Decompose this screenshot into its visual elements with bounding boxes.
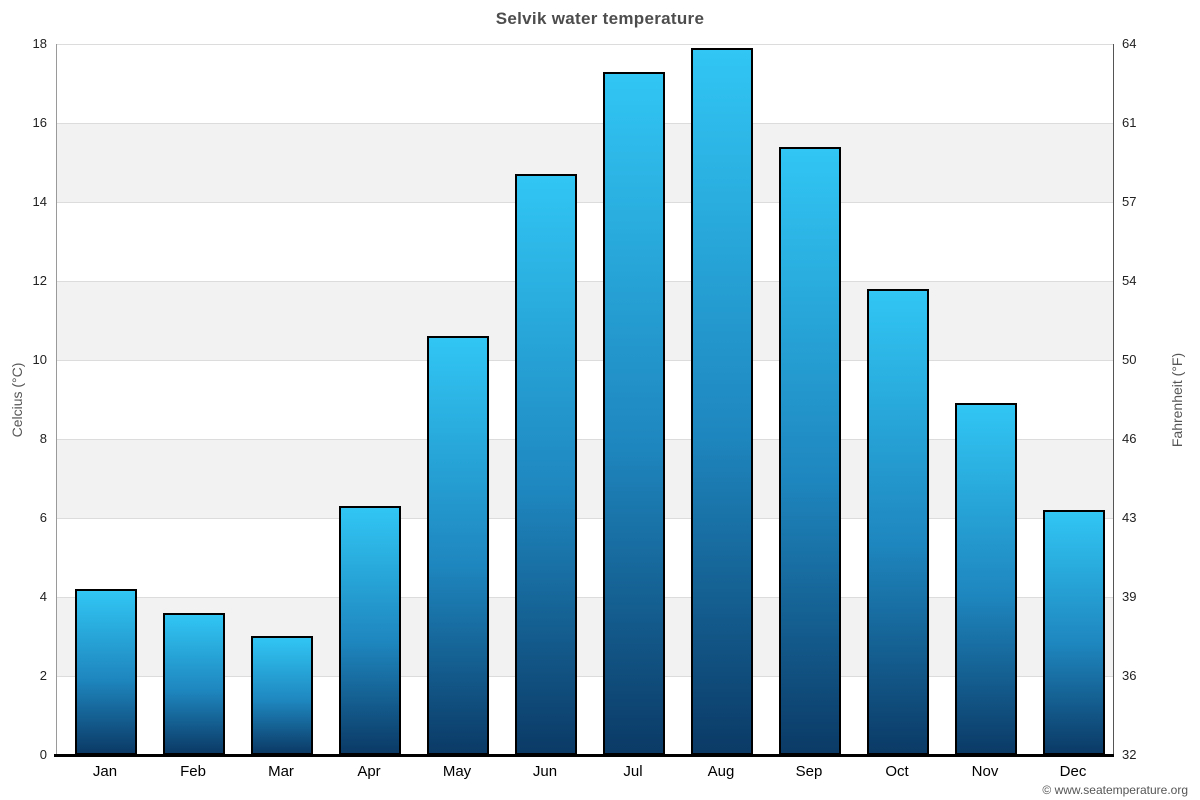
y-tick-label-fahrenheit: 54 (1122, 273, 1137, 288)
y-tick-label-fahrenheit: 57 (1122, 194, 1137, 209)
y-tick-label-fahrenheit: 36 (1122, 668, 1137, 683)
x-tick-label-jul: Jul (623, 763, 643, 780)
bar-nov[interactable] (955, 403, 1017, 755)
y-tick-label-fahrenheit: 50 (1122, 352, 1137, 367)
y-tick-label-celsius: 0 (39, 747, 47, 762)
x-tick-label-jan: Jan (92, 763, 118, 780)
gridline (57, 43, 1113, 45)
axis-band (57, 281, 1113, 360)
bar-aug[interactable] (691, 48, 753, 755)
x-tick-label-may: May (442, 763, 472, 780)
y-tick-label-celsius: 12 (32, 273, 47, 288)
y-tick-label-celsius: 4 (39, 589, 47, 604)
bar-dec[interactable] (1043, 510, 1105, 755)
y-tick-label-celsius: 18 (32, 36, 47, 51)
y-tick-label-fahrenheit: 46 (1122, 431, 1137, 446)
gridline (57, 201, 1113, 203)
axis-band (57, 597, 1113, 676)
chart-title: Selvik water temperature (495, 9, 705, 28)
y-tick-label-celsius: 8 (39, 431, 47, 446)
y-axis-title-fahrenheit: Fahrenheit (°F) (1169, 352, 1185, 448)
x-tick-label-dec: Dec (1059, 763, 1087, 780)
y-tick-label-fahrenheit: 43 (1122, 510, 1137, 525)
bar-oct[interactable] (867, 289, 929, 755)
y-tick-label-fahrenheit: 32 (1122, 747, 1137, 762)
bar-apr[interactable] (339, 506, 401, 755)
y-axis-title-celsius: Celcius (°C) (9, 362, 25, 438)
gridline (57, 675, 1113, 677)
y-tick-label-celsius: 14 (32, 194, 47, 209)
gridline (57, 280, 1113, 282)
y-tick-label-celsius: 6 (39, 510, 47, 525)
y-tick-label-celsius: 10 (32, 352, 47, 367)
y-tick-label-fahrenheit: 39 (1122, 589, 1137, 604)
gridline (57, 122, 1113, 124)
x-tick-label-nov: Nov (971, 763, 999, 780)
bar-jun[interactable] (515, 174, 577, 755)
axis-band (57, 123, 1113, 202)
x-tick-label-aug: Aug (707, 763, 735, 780)
x-tick-label-sep: Sep (795, 763, 823, 780)
x-tick-label-jun: Jun (532, 763, 558, 780)
gridline (57, 517, 1113, 519)
y-tick-label-fahrenheit: 64 (1122, 36, 1137, 51)
x-tick-label-apr: Apr (357, 763, 381, 780)
bar-sep[interactable] (779, 147, 841, 755)
gridline (57, 359, 1113, 361)
x-tick-label-feb: Feb (180, 763, 206, 780)
bar-jul[interactable] (603, 72, 665, 755)
bar-mar[interactable] (251, 636, 313, 755)
bar-jan[interactable] (75, 589, 137, 755)
y-tick-label-celsius: 2 (39, 668, 47, 683)
x-axis-line (54, 754, 1114, 757)
gridline (57, 438, 1113, 440)
x-tick-label-oct: Oct (885, 763, 909, 780)
axis-band (57, 439, 1113, 518)
y-tick-label-celsius: 16 (32, 115, 47, 130)
gridline (57, 596, 1113, 598)
bar-may[interactable] (427, 336, 489, 755)
y-tick-label-fahrenheit: 61 (1122, 115, 1137, 130)
x-tick-label-mar: Mar (268, 763, 294, 780)
bar-feb[interactable] (163, 613, 225, 755)
copyright-credit: © www.seatemperature.org (1042, 783, 1188, 797)
plot-area (56, 43, 1114, 755)
